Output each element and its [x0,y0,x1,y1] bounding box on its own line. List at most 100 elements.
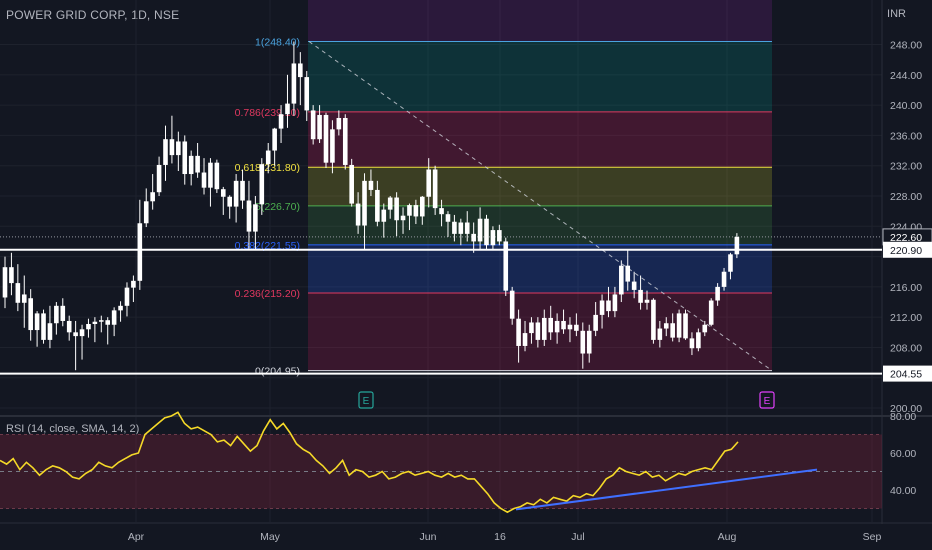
time-tick-label: Jul [571,531,584,543]
price-tick-label: 228.00 [890,191,922,203]
candle-body [47,323,53,340]
currency-label: INR [887,8,906,20]
candle-body [2,267,8,298]
candle-body [21,294,27,303]
candle-body [156,164,162,193]
earnings-marker-label-0: E [363,396,370,407]
candle-body [182,141,188,175]
candle-body [330,129,335,163]
candle-body [490,230,496,246]
candle-body [420,196,425,217]
price-tick-label: 244.00 [890,70,922,82]
fibonacci-retracement[interactable]: 1(248.40)0.786(239.10)0.618(231.80)0.5(2… [235,0,773,378]
candle-body [593,314,598,331]
candle-body [60,305,66,321]
candle-body [676,313,682,338]
candle-body [111,310,117,325]
candle-body [131,280,136,288]
candle-body [9,267,14,284]
candle-body [644,299,650,303]
candle-body [657,328,663,340]
price-label-1: 220.90 [890,245,922,257]
candle-body [734,236,740,255]
time-tick-label: Aug [718,531,737,543]
candle-body [702,324,708,333]
candle-body [137,223,143,281]
candle-body [567,324,573,330]
candle-body [176,141,181,156]
candle-body [291,63,297,104]
candle-body [214,162,220,190]
candle-body [323,114,329,163]
candle-body [708,300,714,325]
candle-body [631,281,637,290]
earnings-marker-label-1: E [764,396,771,407]
axes: 200.00208.00212.00216.00224.00228.00232.… [128,40,932,543]
fib-zone-2 [308,167,772,206]
rsi-tick-label: 40.00 [890,485,916,497]
candle-body [458,222,464,234]
candle-body [606,300,611,312]
candle-body [233,180,239,207]
price-tick-label: 236.00 [890,130,922,142]
candle-body [516,318,521,346]
candle-body [522,333,528,346]
candle-body [362,180,367,226]
earnings-marker-0 [358,391,374,409]
rsi-line [0,411,739,514]
candle-body [317,114,322,140]
candle-body [342,117,348,165]
candle-body [259,164,265,205]
candle-body [208,162,213,188]
candle-body [619,265,624,295]
price-label-box-1 [883,241,932,258]
candle-body [41,313,46,340]
candle-body [683,313,688,339]
rsi-trend-line[interactable] [515,468,818,511]
candle-body [143,201,149,224]
candlestick-series [2,41,740,371]
fib-zone-extension [308,0,772,42]
candle-body [586,330,592,354]
candle-body [124,287,130,306]
candle-body [381,209,387,222]
price-tick-label: 216.00 [890,282,922,294]
candle-body [163,139,168,165]
candle-body [464,222,470,234]
time-tick-label: May [260,531,281,543]
candle-body [265,150,271,165]
candle-body [150,192,155,202]
price-tick-label: 240.00 [890,100,922,112]
price-tick-label: 232.00 [890,161,922,173]
price-label-2: 204.55 [890,369,922,381]
candle-body [728,254,733,272]
candle-body [278,114,284,129]
candle-body [452,221,457,234]
candle-body [66,320,72,333]
candle-body [79,329,85,337]
candle-body [497,230,502,242]
candle-body [105,320,111,325]
candle-body [541,317,547,340]
candle-body [580,330,586,354]
candle-body [99,320,104,322]
candle-body [54,305,59,324]
candle-body [689,338,695,349]
candle-body [220,189,226,197]
candle-body [574,324,579,331]
candle-body [336,117,342,130]
candle-body [715,286,720,301]
candle-body [375,189,380,222]
candle-body [484,218,489,246]
candle-body [28,298,33,331]
time-tick-label: Jun [420,531,437,543]
candle-body [599,300,605,315]
candle-body [73,332,78,337]
candle-body [355,203,361,226]
candle-body [240,180,245,201]
candle-body [548,317,553,333]
candle-body [253,204,258,232]
fib-trend-line[interactable] [308,41,773,371]
candle-body [400,215,406,221]
